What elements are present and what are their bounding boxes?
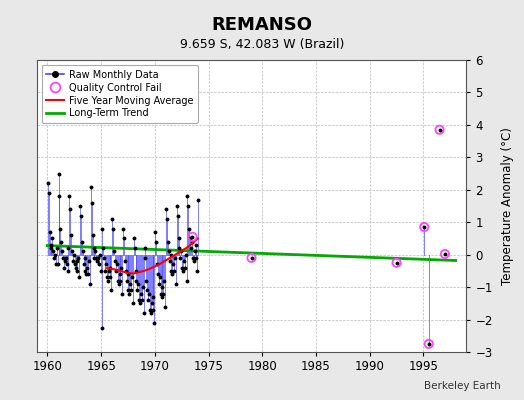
- Point: [392, 260, 401, 266]
- Point: [247, 255, 256, 261]
- Legend: Raw Monthly Data, Quality Control Fail, Five Year Moving Average, Long-Term Tren: Raw Monthly Data, Quality Control Fail, …: [41, 65, 198, 123]
- Point: [435, 126, 444, 133]
- Point: [188, 234, 196, 240]
- Point: [441, 251, 449, 257]
- Point: [420, 224, 429, 230]
- Point: [424, 341, 433, 347]
- Y-axis label: Temperature Anomaly (°C): Temperature Anomaly (°C): [501, 127, 514, 285]
- Text: Berkeley Earth: Berkeley Earth: [424, 381, 500, 391]
- Text: 9.659 S, 42.083 W (Brazil): 9.659 S, 42.083 W (Brazil): [180, 38, 344, 51]
- Text: REMANSO: REMANSO: [212, 16, 312, 34]
